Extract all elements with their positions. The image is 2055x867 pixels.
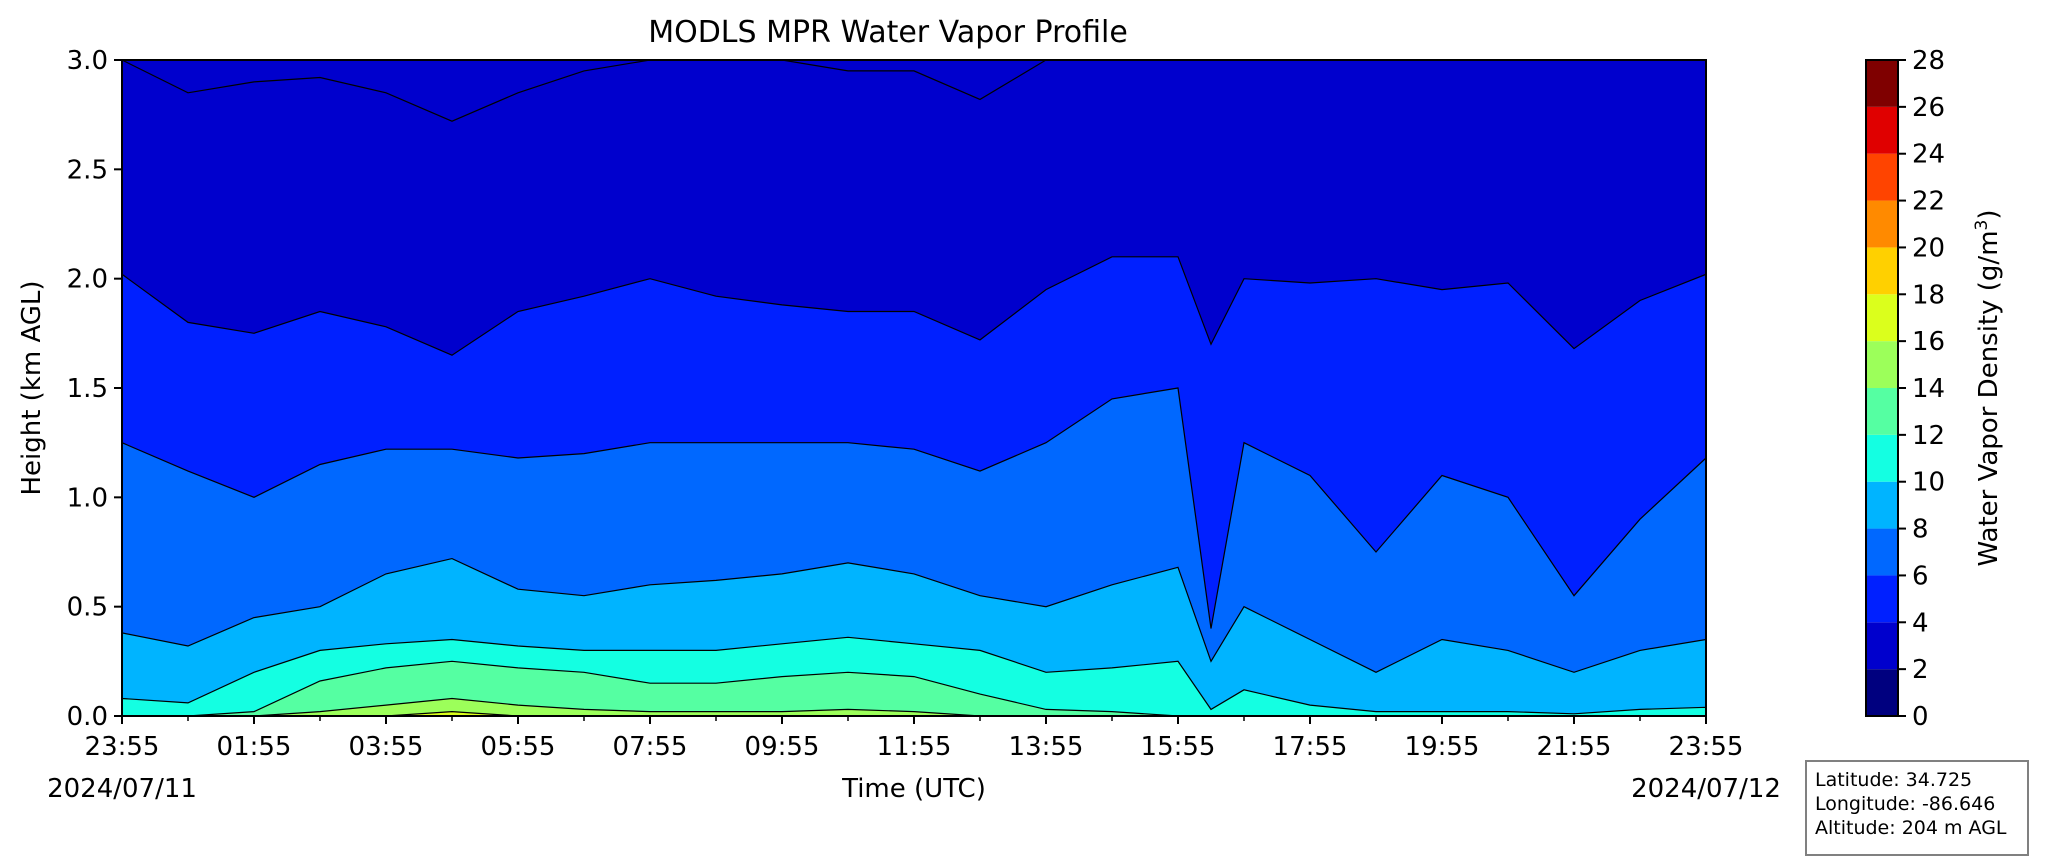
colorbar-tick-label: 4	[1912, 608, 1929, 638]
x-tick-label: 17:55	[1273, 732, 1348, 762]
colorbar-tick-label: 22	[1912, 187, 1945, 217]
contour-band-16	[122, 710, 1706, 716]
colorbar-swatch	[1866, 575, 1898, 623]
colorbar-tick-label: 10	[1912, 468, 1945, 498]
colorbar-swatch	[1866, 528, 1898, 576]
x-tick-label: 23:55	[1669, 732, 1744, 762]
y-axis-label: Height (km AGL)	[17, 280, 47, 495]
y-tick-label: 3.0	[67, 46, 108, 76]
colorbar-label: Water Vapor Density (g/m3)	[1972, 209, 2004, 566]
colorbar-label-superscript: 3	[1972, 220, 1992, 231]
chart-title: MODLS MPR Water Vapor Profile	[648, 15, 1128, 50]
x-tick-label: 15:55	[1141, 732, 1216, 762]
station-longitude: Longitude: -86.646	[1815, 793, 1996, 815]
x-tick-label: 11:55	[877, 732, 952, 762]
x-tick-label: 05:55	[481, 732, 556, 762]
colorbar-swatch	[1866, 153, 1898, 201]
y-tick-label: 0.5	[67, 593, 108, 623]
y-axis: 0.0 0.5 1.0 1.5 2.0 2.5 3.0	[67, 46, 122, 732]
colorbar-swatch	[1866, 388, 1898, 435]
y-tick-label: 2.5	[67, 155, 108, 185]
station-info-box: Latitude: 34.725 Longitude: -86.646 Alti…	[1805, 760, 2029, 856]
x-axis: 23:55 01:55 03:55 05:55 07:55 09:55 11:55 13:55…	[85, 716, 1744, 762]
colorbar-tick-label: 16	[1912, 327, 1945, 357]
colorbar-swatch	[1866, 481, 1898, 529]
colorbar-tick-label: 2	[1912, 655, 1929, 685]
colorbar-swatch	[1866, 294, 1898, 342]
x-tick-label: 19:55	[1405, 732, 1480, 762]
x-tick-label: 13:55	[1009, 732, 1084, 762]
colorbar-swatch	[1866, 622, 1898, 670]
colorbar-swatch	[1866, 669, 1898, 716]
colorbar-tick-label: 28	[1912, 46, 1945, 76]
colorbar-tick-label: 6	[1912, 561, 1929, 591]
colorbar-tick-label: 8	[1912, 515, 1929, 545]
x-tick-label: 09:55	[745, 732, 820, 762]
colorbar-tick-label: 0	[1912, 702, 1929, 732]
plot-area	[121, 59, 1707, 717]
x-tick-label: 07:55	[613, 732, 688, 762]
y-tick-label: 2.0	[67, 265, 108, 295]
colorbar-tick-label: 24	[1912, 140, 1945, 170]
date-end-label: 2024/07/12	[1631, 774, 1781, 804]
x-tick-label: 23:55	[85, 732, 160, 762]
colorbar-swatch	[1866, 434, 1898, 482]
date-start-label: 2024/07/11	[47, 774, 197, 804]
colorbar-tick-label: 12	[1912, 421, 1945, 451]
y-tick-label: 1.5	[67, 374, 108, 404]
colorbar-swatch	[1866, 200, 1898, 248]
x-tick-label: 01:55	[217, 732, 292, 762]
station-latitude: Latitude: 34.725	[1815, 769, 1973, 791]
colorbar-swatch	[1866, 60, 1898, 107]
colorbar-tick-label: 26	[1912, 93, 1945, 123]
y-tick-label: 0.0	[67, 702, 108, 732]
colorbar-swatch	[1866, 106, 1898, 154]
contour-band-14	[122, 697, 1706, 716]
colorbar-tick-label: 20	[1912, 233, 1945, 263]
x-tick-label: 21:55	[1537, 732, 1612, 762]
colorbar-swatch	[1866, 247, 1898, 295]
x-tick-label: 03:55	[349, 732, 424, 762]
station-altitude: Altitude: 204 m AGL	[1815, 817, 2007, 839]
contour-band-12	[122, 660, 1706, 716]
y-tick-label: 1.0	[67, 483, 108, 513]
colorbar-tick-label: 18	[1912, 280, 1945, 310]
colorbar-label-end: )	[1974, 209, 2004, 219]
x-axis-label: Time (UTC)	[841, 774, 986, 804]
colorbar-tick-label: 14	[1912, 374, 1945, 404]
colorbar-swatch	[1866, 341, 1898, 388]
